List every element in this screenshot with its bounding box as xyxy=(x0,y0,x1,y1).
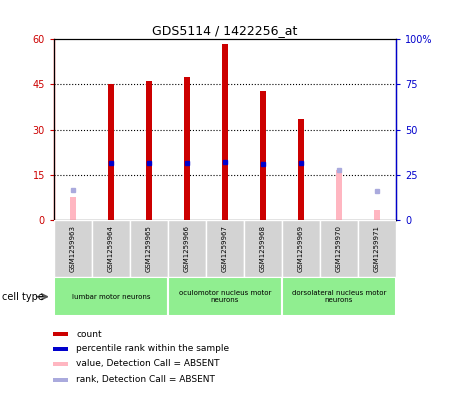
Bar xyxy=(70,197,76,220)
FancyBboxPatch shape xyxy=(320,220,358,277)
Text: GSM1259971: GSM1259971 xyxy=(374,225,380,272)
Bar xyxy=(53,332,68,336)
FancyBboxPatch shape xyxy=(168,220,206,277)
Text: cell type: cell type xyxy=(2,292,44,302)
Bar xyxy=(374,209,380,220)
FancyBboxPatch shape xyxy=(282,277,396,316)
Text: count: count xyxy=(76,330,102,339)
Text: percentile rank within the sample: percentile rank within the sample xyxy=(76,345,229,353)
FancyBboxPatch shape xyxy=(282,220,320,277)
Bar xyxy=(184,77,190,220)
Bar xyxy=(221,44,229,220)
FancyBboxPatch shape xyxy=(130,220,168,277)
Text: dorsolateral nucleus motor
neurons: dorsolateral nucleus motor neurons xyxy=(292,290,386,303)
Bar xyxy=(53,362,68,365)
Text: GSM1259970: GSM1259970 xyxy=(336,225,342,272)
FancyBboxPatch shape xyxy=(54,220,92,277)
Bar xyxy=(146,81,153,220)
FancyBboxPatch shape xyxy=(168,277,282,316)
Text: lumbar motor neurons: lumbar motor neurons xyxy=(72,294,150,300)
Text: value, Detection Call = ABSENT: value, Detection Call = ABSENT xyxy=(76,359,220,368)
FancyBboxPatch shape xyxy=(358,220,396,277)
Text: GSM1259967: GSM1259967 xyxy=(222,225,228,272)
Bar xyxy=(108,84,114,220)
Text: GSM1259964: GSM1259964 xyxy=(108,225,114,272)
Text: GSM1259968: GSM1259968 xyxy=(260,225,266,272)
Text: GSM1259969: GSM1259969 xyxy=(298,225,304,272)
FancyBboxPatch shape xyxy=(244,220,282,277)
Bar xyxy=(53,347,68,351)
Bar xyxy=(297,119,304,220)
Text: oculomotor nucleus motor
neurons: oculomotor nucleus motor neurons xyxy=(179,290,271,303)
Title: GDS5114 / 1422256_at: GDS5114 / 1422256_at xyxy=(152,24,298,37)
FancyBboxPatch shape xyxy=(206,220,244,277)
Bar xyxy=(260,90,266,220)
Bar xyxy=(53,378,68,382)
FancyBboxPatch shape xyxy=(54,277,168,316)
Text: GSM1259963: GSM1259963 xyxy=(70,225,76,272)
FancyBboxPatch shape xyxy=(92,220,130,277)
Text: GSM1259966: GSM1259966 xyxy=(184,225,190,272)
Text: rank, Detection Call = ABSENT: rank, Detection Call = ABSENT xyxy=(76,375,215,384)
Bar xyxy=(336,171,342,220)
Text: GSM1259965: GSM1259965 xyxy=(146,225,152,272)
